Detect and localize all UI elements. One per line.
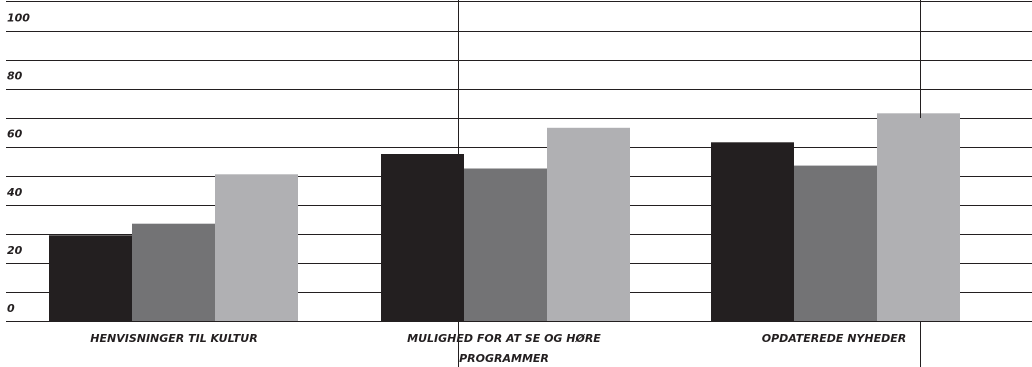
y-axis-tick-labels: 0 20 40 60 80 100 bbox=[6, 12, 30, 316]
y-tick-label-100: 100 bbox=[7, 12, 30, 25]
y-tick-label-0: 0 bbox=[7, 302, 15, 315]
y-tick-label-60: 60 bbox=[7, 128, 23, 141]
y-tick-label-80: 80 bbox=[7, 70, 23, 83]
y-tick-label-20: 20 bbox=[7, 244, 23, 257]
category-label-2-line-1: MULIGHED FOR AT SE OG HØRE bbox=[407, 332, 601, 345]
vertical-rules bbox=[458, 0, 921, 367]
x-axis-category-labels: HENVISNINGER TIL KULTUR MULIGHED FOR AT S… bbox=[90, 332, 906, 365]
bar-cat2-series3 bbox=[547, 127, 630, 321]
category-label-2-line-2: PROGRAMMER bbox=[459, 352, 549, 365]
bar-cat2-series2 bbox=[464, 168, 547, 321]
bar-cat1-series2 bbox=[132, 223, 215, 321]
bars bbox=[49, 113, 960, 321]
category-label-3-line-1: OPDATEREDE NYHEDER bbox=[762, 332, 907, 345]
bar-cat1-series1 bbox=[49, 235, 132, 321]
bar-cat2-series1 bbox=[381, 154, 464, 321]
bar-cat3-series3 bbox=[877, 113, 960, 321]
bar-cat1-series3 bbox=[215, 174, 298, 321]
bar-cat3-series2 bbox=[794, 165, 877, 321]
y-tick-label-40: 40 bbox=[6, 186, 23, 199]
category-label-1-line-1: HENVISNINGER TIL KULTUR bbox=[90, 332, 257, 345]
bar-cat3-series1 bbox=[711, 142, 794, 321]
